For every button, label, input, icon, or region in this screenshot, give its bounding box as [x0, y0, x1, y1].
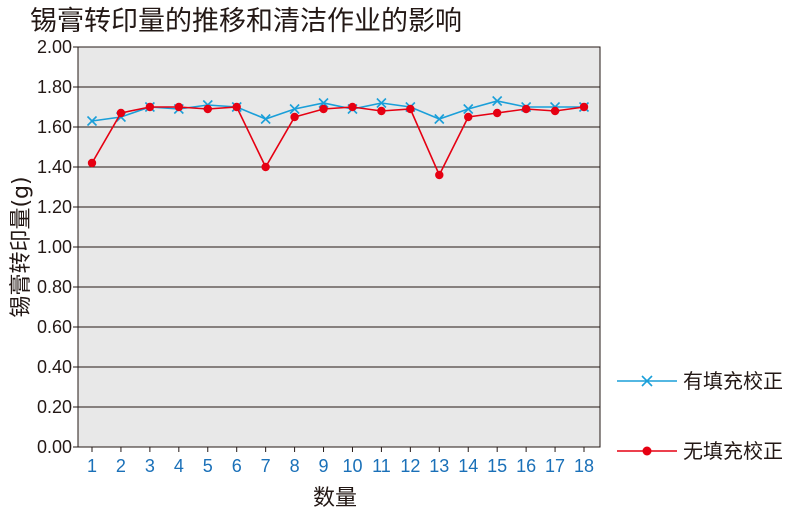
data-point-dot-marker [492, 108, 502, 118]
data-point-dot-marker [145, 102, 155, 112]
data-point-x-marker [492, 95, 503, 107]
y-tick-label: 0.00 [37, 437, 72, 457]
y-tick-label: 1.20 [37, 197, 72, 217]
x-tick-label: 13 [429, 456, 449, 476]
x-tick-label: 18 [574, 456, 594, 476]
data-point-dot-marker [290, 112, 299, 122]
y-tick-label: 1.40 [37, 157, 72, 177]
data-point-x-marker [463, 103, 474, 115]
data-point-dot-marker [319, 104, 328, 114]
y-tick-label: 1.60 [37, 117, 72, 137]
x-tick-label: 10 [342, 456, 362, 476]
x-tick-label: 11 [372, 456, 391, 476]
data-point-x-marker [318, 97, 329, 109]
y-tick-label: 0.20 [37, 397, 72, 417]
marker-stroke [260, 113, 271, 125]
x-tick-label: 3 [145, 456, 155, 476]
data-point-x-marker [289, 103, 300, 115]
legend-label: 无填充校正 [683, 439, 783, 463]
y-axis-label: 锡膏转印量(g) [9, 176, 34, 317]
x-tick-label: 16 [516, 456, 536, 476]
x-tick-label: 17 [545, 456, 565, 476]
x-tick-label: 1 [87, 456, 97, 476]
data-point-dot-marker [406, 104, 415, 114]
marker-stroke [492, 95, 503, 107]
y-tick-label: 2.00 [37, 37, 72, 57]
marker-stroke [463, 103, 474, 115]
series-group [86, 95, 590, 180]
x-tick-labels: 1 2 3 4 5 6 7 8 9 10 11 12 13 14 15 16 17 18 [87, 456, 594, 476]
data-point-dot-marker [579, 102, 589, 112]
data-point-x-marker [376, 97, 387, 109]
data-point-x-marker [434, 113, 445, 125]
marker-stroke [434, 113, 445, 125]
legend-label: 有填充校正 [683, 369, 783, 393]
y-tick-label: 1.80 [37, 77, 72, 97]
marker-stroke [289, 103, 300, 115]
data-point-dot-marker [116, 108, 126, 118]
y-tick-label: 0.80 [37, 277, 72, 297]
marker-stroke [376, 97, 387, 109]
data-point-dot-marker [232, 102, 241, 112]
data-point-x-marker [260, 113, 271, 125]
series-line [91, 100, 584, 122]
x-tick-label: 15 [487, 456, 507, 476]
x-axis-label: 数量 [313, 486, 357, 511]
x-tick-label: 14 [458, 456, 478, 476]
marker-stroke [318, 97, 329, 109]
marker-stroke [86, 115, 98, 127]
data-point-dot-marker [377, 106, 386, 116]
data-point-dot-marker [464, 112, 473, 122]
chart-title: 锡膏转印量的推移和清洁作业的影响 [30, 6, 462, 37]
data-point-dot-marker [203, 104, 212, 114]
data-point-dot-marker [174, 102, 184, 112]
data-point-dot-marker [521, 104, 531, 114]
data-point-dot-marker [261, 162, 270, 172]
x-tick-label: 12 [400, 456, 420, 476]
series-line [91, 106, 585, 177]
y-tick-label: 1.00 [37, 237, 72, 257]
x-tick-label: 5 [203, 456, 213, 476]
x-tick-label: 2 [116, 456, 126, 476]
legend-x-marker [641, 375, 653, 387]
data-point-dot-marker [348, 102, 357, 112]
y-tick-label: 0.60 [37, 317, 72, 337]
x-tick-label: 6 [232, 456, 242, 476]
x-tick-label: 7 [261, 456, 271, 476]
data-point-x-marker [86, 115, 98, 127]
y-tick-labels: 0.00 0.20 0.40 0.60 0.80 1.00 1.20 1.40 1.60 1.80… [37, 37, 72, 457]
x-tick-label: 8 [290, 456, 300, 476]
y-tick-label: 0.40 [37, 357, 72, 377]
x-tick-label: 9 [319, 456, 329, 476]
grid-lines [73, 46, 600, 452]
data-point-dot-marker [550, 106, 560, 116]
data-point-dot-marker [435, 170, 444, 180]
x-tick-label: 4 [174, 456, 184, 476]
legend-dot-marker [642, 446, 652, 456]
data-point-dot-marker [87, 158, 97, 168]
